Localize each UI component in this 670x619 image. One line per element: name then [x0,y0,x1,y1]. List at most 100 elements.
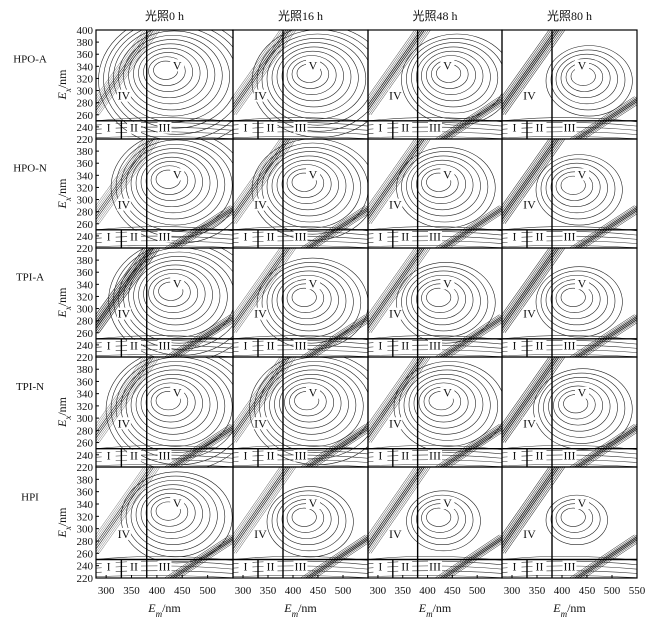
x-tick-0-2: 400 [149,585,166,597]
region-label-V-4-1: V [309,496,318,510]
rayleigh-band-contour [368,467,423,547]
rayleigh-band-contour [502,139,564,224]
peak-v-contour [550,167,601,208]
peak-v-contour [291,172,317,192]
region-label-III-0-1: III [295,121,307,135]
region-label-III-2-1-bg [293,339,308,352]
y-tick-2-2: 260 [77,328,94,340]
peak-v-contour [130,369,218,441]
y-tick-3-5: 320 [77,401,94,413]
region-label-I-2-1-bg [238,339,253,352]
second-order-scatter-contour [584,432,637,467]
region-label-IV-0-3-bg [522,89,537,102]
rayleigh-band-contour [502,139,554,212]
region-label-V-3-1-bg [306,386,320,399]
region-label-I-0-0-bg [101,121,116,134]
peak-v-contour [421,50,484,102]
rayleigh-band-contour [233,357,295,443]
region-label-IV-1-1-bg [253,198,268,211]
panel-contours-3-3 [502,357,637,467]
peak-v-contour [555,503,594,533]
low-excitation-contour [96,354,233,357]
rayleigh-band-contour [96,139,144,206]
region-label-V-0-3-bg [575,59,589,72]
x-tick-1-1: 350 [260,585,277,597]
low-excitation-contour [233,464,368,467]
region-label-II-3-0-bg [127,449,142,462]
x-tick-1-4: 500 [335,585,352,597]
rayleigh-band-contour [368,357,427,442]
rayleigh-band-contour [233,357,289,437]
region-label-I-3-1-bg [238,449,253,462]
peak-v-contour [155,391,181,411]
rayleigh-band-contour [504,248,566,333]
region-label-I-0-3-bg [507,121,522,134]
region-label-V-2-1-bg [306,277,320,290]
rayleigh-band-contour [368,139,419,212]
peak-v-contour [271,42,359,114]
y-tick-4-1: 240 [77,561,94,573]
region-label-II-1-3: II [536,230,544,244]
peak-v-contour [411,274,474,326]
region-label-II-1-1: II [267,230,275,244]
region-label-II-4-0-bg [127,560,142,573]
rayleigh-band-contour [96,139,155,221]
region-label-III-0-0-bg [157,121,172,134]
y-tick-1-1: 240 [77,231,94,243]
rayleigh-band-contour [233,467,287,544]
rayleigh-band-contour [98,248,161,333]
peak-v-contour [135,484,211,545]
y-tick-2-6: 340 [77,279,94,291]
peak-v-contour [140,378,203,429]
peak-v-contour [396,262,496,344]
region-label-II-2-2: II [401,339,409,353]
peak-v-contour [259,361,368,453]
panel-frame [501,466,638,579]
region-label-II-1-0: II [130,230,138,244]
region-label-I-3-0-bg [101,449,116,462]
x-tick-2-2: 400 [419,585,436,597]
second-order-scatter-contour [315,322,368,357]
peak-v-contour [411,42,499,114]
rayleigh-band-contour [233,139,293,223]
region-label-I-0-1-bg [238,121,253,134]
region-label-III-4-2: III [429,560,441,574]
peak-v-contour [538,372,626,444]
peak-v-contour [251,30,368,138]
region-label-V-1-3: V [578,167,587,181]
peak-v-contour [545,274,608,326]
region-label-II-2-3: II [536,339,544,353]
rayleigh-band-contour [368,30,415,97]
region-label-I-0-0: I [107,121,111,135]
peak-v-contour [535,266,623,338]
row-title-3: TPI-N [16,381,44,393]
y-tick-2-5: 320 [77,291,94,303]
region-label-I-1-2-bg [373,230,388,243]
peak-v-contour [135,152,211,214]
region-label-III-0-0: III [159,121,171,135]
region-label-IV-4-0: IV [118,527,131,541]
rayleigh-band-contour [233,139,283,209]
region-label-III-0-2: III [429,121,441,135]
peak-v-contour [396,146,496,229]
second-order-scatter-contour [315,213,368,248]
region-label-II-3-2-bg [398,449,413,462]
rayleigh-band-contour [235,248,297,333]
region-label-II-0-3: II [536,121,544,135]
panel-contours-4-1 [233,467,368,578]
peak-v-contour [148,56,186,86]
region-label-III-3-3: III [564,449,576,463]
region-label-II-0-0-bg [127,121,142,134]
low-excitation-contour [502,575,637,578]
peak-v-contour [560,507,586,527]
y-axis-title-text-0: Ex/nm [55,69,73,101]
region-label-II-1-0-bg [127,230,142,243]
region-label-V-2-0: V [173,276,182,290]
region-label-II-1-3-bg [532,230,547,243]
peak-v-contour [133,260,221,332]
peak-v-contour [271,155,347,217]
peak-v-contour [125,475,226,558]
y-axis-title-text-2: Ex/nm [55,287,73,319]
region-label-III-2-3-bg [562,339,577,352]
